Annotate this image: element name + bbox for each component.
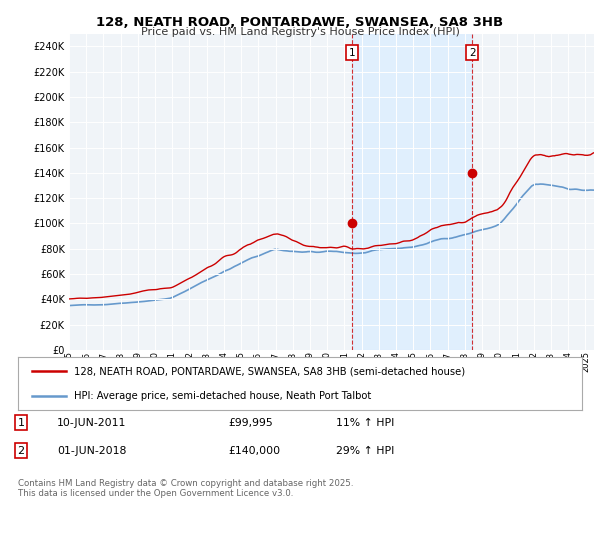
Text: 2: 2 [17,446,25,456]
Text: 1: 1 [17,418,25,428]
Text: Contains HM Land Registry data © Crown copyright and database right 2025.
This d: Contains HM Land Registry data © Crown c… [18,479,353,498]
Bar [352,34,472,350]
Text: 2: 2 [469,48,475,58]
Text: 29% ↑ HPI: 29% ↑ HPI [336,446,394,456]
Text: Price paid vs. HM Land Registry's House Price Index (HPI): Price paid vs. HM Land Registry's House … [140,27,460,38]
Text: £140,000: £140,000 [228,446,280,456]
Text: 128, NEATH ROAD, PONTARDAWE, SWANSEA, SA8 3HB (semi-detached house): 128, NEATH ROAD, PONTARDAWE, SWANSEA, SA… [74,366,466,376]
Text: £99,995: £99,995 [228,418,273,428]
Text: HPI: Average price, semi-detached house, Neath Port Talbot: HPI: Average price, semi-detached house,… [74,390,371,400]
Text: 128, NEATH ROAD, PONTARDAWE, SWANSEA, SA8 3HB: 128, NEATH ROAD, PONTARDAWE, SWANSEA, SA… [97,16,503,29]
Text: 1: 1 [349,48,355,58]
Text: 01-JUN-2018: 01-JUN-2018 [57,446,127,456]
Text: 11% ↑ HPI: 11% ↑ HPI [336,418,394,428]
Text: 10-JUN-2011: 10-JUN-2011 [57,418,127,428]
